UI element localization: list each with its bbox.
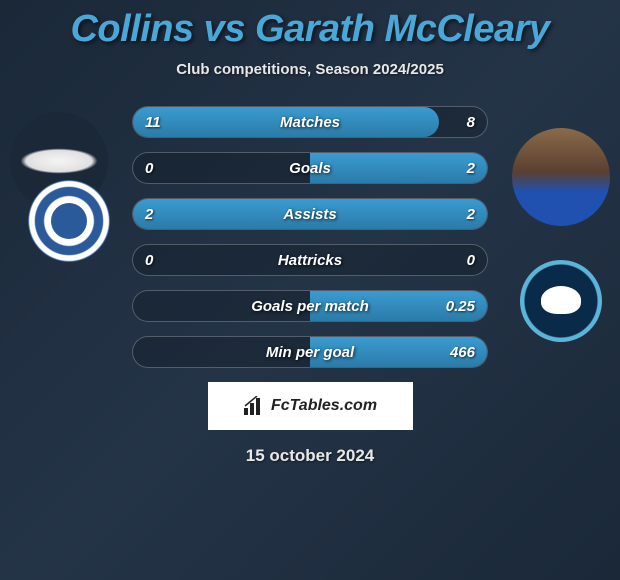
subtitle: Club competitions, Season 2024/2025 <box>0 61 620 78</box>
stat-value-right: 466 <box>450 344 475 361</box>
stat-value-right: 2 <box>467 206 475 223</box>
footer-brand-text: FcTables.com <box>271 397 377 415</box>
stat-value-right: 2 <box>467 160 475 177</box>
stat-label: Assists <box>283 206 336 223</box>
stat-value-right: 0 <box>467 252 475 269</box>
stat-value-left: 11 <box>145 114 161 131</box>
footer-brand: FcTables.com <box>208 382 413 430</box>
stat-value-left: 0 <box>145 160 153 177</box>
stat-bar: Goals per match 0.25 <box>132 290 488 322</box>
stat-row: 11 Matches 8 <box>12 106 608 138</box>
stat-row: 2 Assists 2 <box>12 198 608 230</box>
date-text: 15 october 2024 <box>0 446 620 466</box>
stat-value-right: 8 <box>467 114 475 131</box>
stats-container: 11 Matches 8 0 Goals 2 2 <box>0 106 620 368</box>
stat-bar: 2 Assists 2 <box>132 198 488 230</box>
stat-label: Goals per match <box>251 298 369 315</box>
bar-fill-right <box>310 153 487 183</box>
stat-label: Matches <box>280 114 340 131</box>
stat-label: Hattricks <box>278 252 342 269</box>
chart-icon <box>243 396 265 416</box>
stat-label: Min per goal <box>266 344 354 361</box>
stat-bar: 0 Goals 2 <box>132 152 488 184</box>
stat-label: Goals <box>289 160 331 177</box>
stat-bar: Min per goal 466 <box>132 336 488 368</box>
stat-value-left: 2 <box>145 206 153 223</box>
stat-row: Goals per match 0.25 <box>12 290 608 322</box>
page-title: Collins vs Garath McCleary <box>0 0 620 51</box>
stat-value-right: 0.25 <box>446 298 475 315</box>
stat-row: 0 Hattricks 0 <box>12 244 608 276</box>
stat-row: Min per goal 466 <box>12 336 608 368</box>
stat-value-left: 0 <box>145 252 153 269</box>
stat-bar: 11 Matches 8 <box>132 106 488 138</box>
stat-row: 0 Goals 2 <box>12 152 608 184</box>
stat-bar: 0 Hattricks 0 <box>132 244 488 276</box>
